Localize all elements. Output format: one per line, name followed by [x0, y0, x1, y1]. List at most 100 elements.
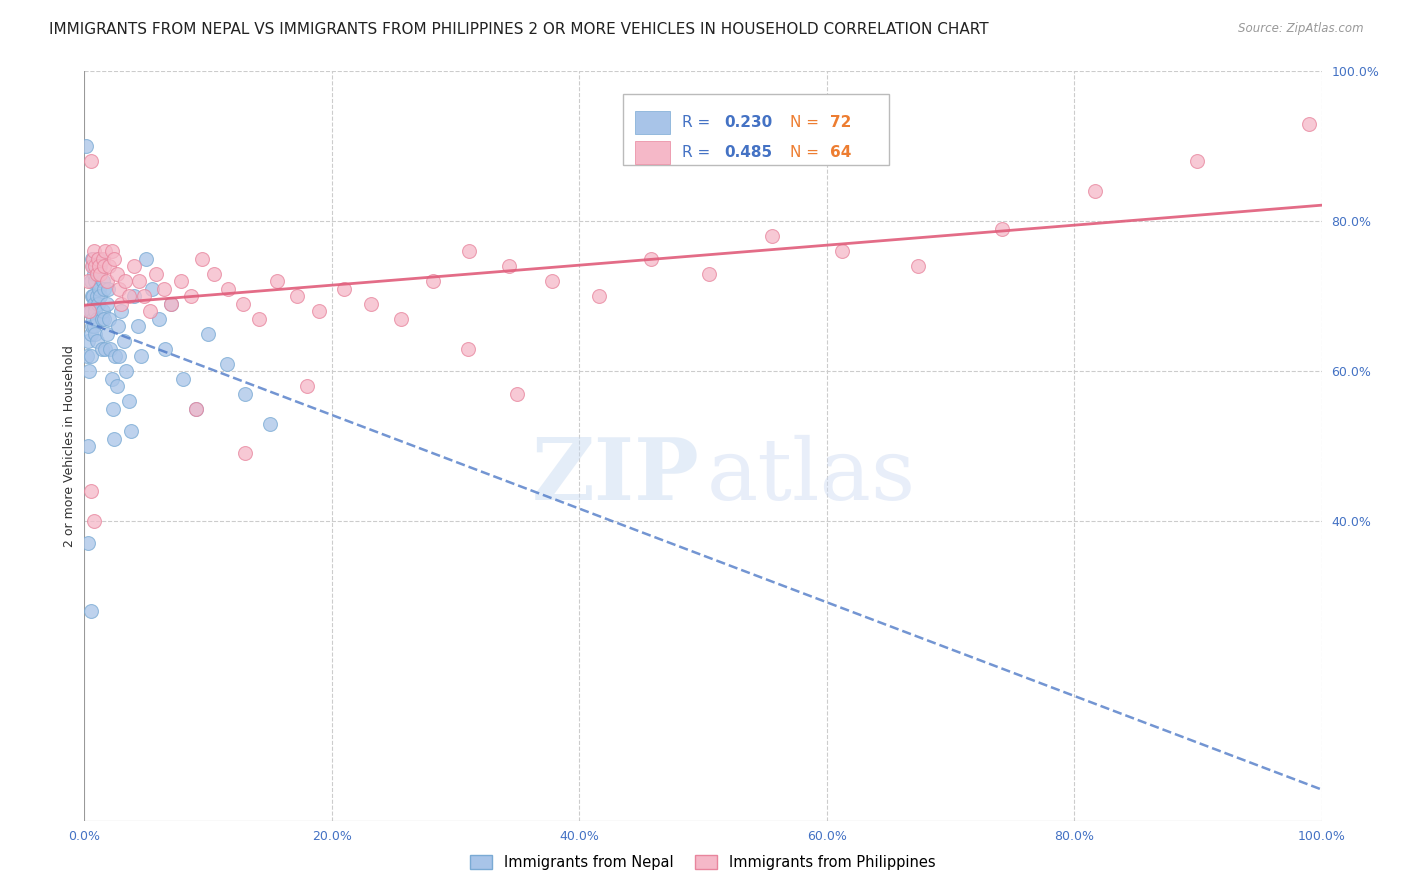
Point: [79, 349, 101, 363]
Point: [191, 252, 214, 266]
Point: [217, 282, 239, 296]
Point: [761, 229, 783, 244]
Point: [93, 282, 115, 296]
Point: [83, 267, 105, 281]
Point: [87, 267, 110, 281]
Point: [110, 296, 132, 310]
Point: [100, 244, 122, 259]
Point: [907, 259, 929, 273]
Point: [170, 274, 193, 288]
Point: [122, 259, 145, 273]
Point: [1084, 184, 1107, 198]
Point: [103, 252, 125, 266]
Point: [295, 379, 318, 393]
Point: [266, 274, 288, 288]
Text: 64: 64: [831, 145, 852, 160]
Text: atlas: atlas: [707, 434, 915, 517]
Point: [82, 289, 104, 303]
Point: [80, 259, 103, 273]
Point: [79, 304, 101, 318]
Point: [89, 282, 111, 296]
Point: [160, 296, 183, 310]
Point: [233, 386, 256, 401]
Point: [90, 311, 112, 326]
Point: [77, 536, 100, 550]
Point: [233, 446, 256, 460]
Point: [91, 274, 114, 288]
Point: [86, 267, 108, 281]
Point: [93, 259, 115, 273]
Point: [79, 483, 101, 498]
Point: [107, 319, 129, 334]
Point: [89, 252, 111, 266]
Point: [333, 282, 356, 296]
Point: [360, 296, 382, 310]
Text: ZIP: ZIP: [531, 434, 699, 518]
Point: [96, 326, 118, 341]
Point: [180, 289, 202, 303]
Bar: [636, 141, 669, 163]
Point: [139, 304, 162, 318]
Point: [588, 289, 610, 303]
Point: [89, 289, 111, 303]
Point: [308, 304, 330, 318]
Point: [103, 432, 125, 446]
Point: [98, 342, 121, 356]
Point: [100, 371, 122, 385]
Text: N =: N =: [790, 145, 824, 160]
Point: [128, 274, 150, 288]
Point: [114, 274, 136, 288]
Point: [153, 342, 176, 356]
Point: [1185, 154, 1208, 169]
Point: [215, 357, 238, 371]
Point: [160, 296, 183, 310]
Point: [86, 289, 108, 303]
Point: [76, 349, 98, 363]
Point: [118, 394, 141, 409]
Text: R =: R =: [682, 145, 716, 160]
Bar: [636, 112, 669, 134]
Point: [83, 514, 105, 528]
Text: IMMIGRANTS FROM NEPAL VS IMMIGRANTS FROM PHILIPPINES 2 OR MORE VEHICLES IN HOUSE: IMMIGRANTS FROM NEPAL VS IMMIGRANTS FROM…: [49, 22, 988, 37]
Point: [422, 274, 444, 288]
Point: [115, 364, 138, 378]
Point: [96, 296, 118, 310]
Point: [184, 401, 207, 416]
Point: [457, 342, 479, 356]
Point: [86, 334, 108, 348]
Point: [122, 289, 145, 303]
Point: [82, 259, 104, 273]
Point: [90, 342, 112, 356]
Point: [89, 267, 111, 281]
Point: [991, 221, 1014, 235]
Point: [96, 274, 118, 288]
Point: [541, 274, 564, 288]
Point: [80, 319, 103, 334]
Point: [98, 259, 121, 273]
Point: [84, 304, 107, 318]
Point: [87, 252, 110, 266]
Point: [97, 282, 120, 296]
Point: [105, 267, 128, 281]
Point: [104, 349, 127, 363]
Point: [94, 342, 117, 356]
Point: [89, 259, 111, 273]
Point: [86, 311, 108, 326]
Point: [141, 282, 163, 296]
Point: [82, 252, 104, 266]
Point: [79, 304, 101, 318]
FancyBboxPatch shape: [623, 94, 889, 165]
Point: [152, 282, 174, 296]
Point: [83, 319, 105, 334]
Point: [80, 252, 103, 266]
Point: [79, 604, 101, 618]
Point: [127, 319, 149, 334]
Point: [79, 326, 101, 341]
Point: [101, 401, 124, 416]
Point: [202, 267, 225, 281]
Point: [389, 311, 412, 326]
Point: [105, 379, 128, 393]
Point: [498, 259, 520, 273]
Point: [108, 349, 131, 363]
Point: [80, 289, 103, 303]
